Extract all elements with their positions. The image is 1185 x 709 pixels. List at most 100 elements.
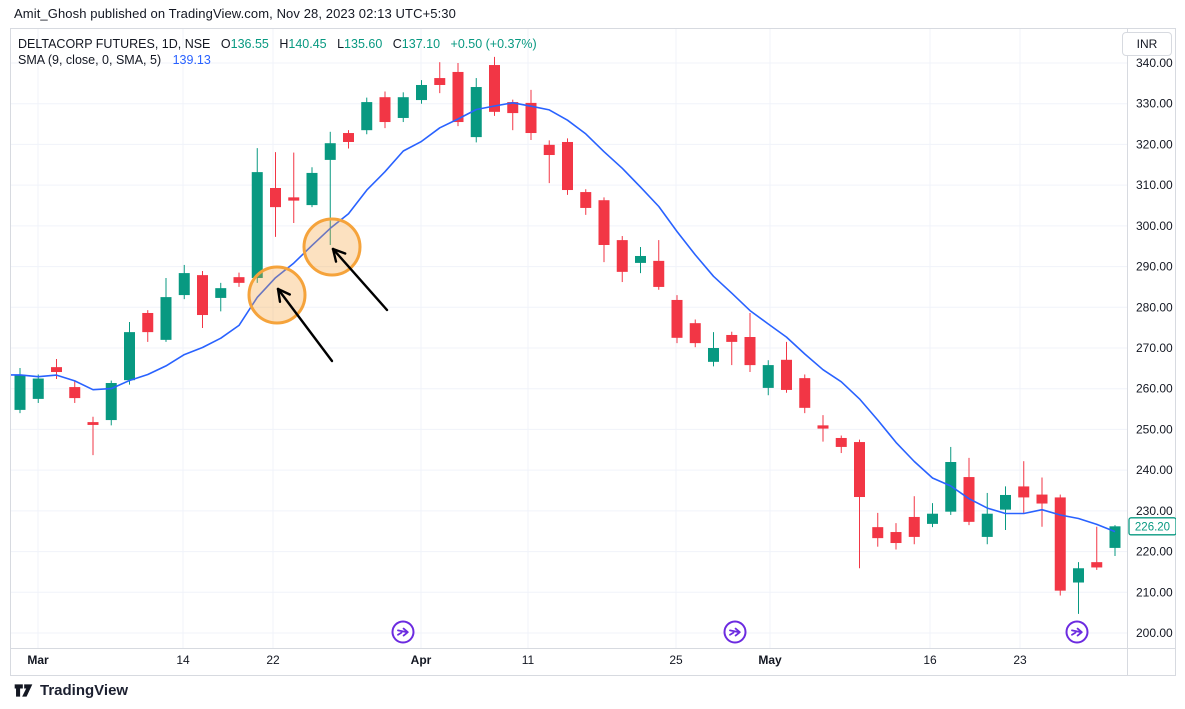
price-axis-label: 330.00 (1136, 97, 1173, 111)
time-axis-label: 16 (923, 653, 937, 667)
publish-marker-icon[interactable] (1065, 620, 1089, 644)
price-axis-label: 310.00 (1136, 178, 1173, 192)
publish-marker-arrow (729, 627, 741, 637)
candle-body (105, 383, 117, 421)
high-value: 140.45 (288, 37, 327, 51)
tradingview-logo-icon (14, 682, 33, 699)
candle-body (817, 425, 829, 429)
time-axis-label: May (758, 653, 782, 667)
candles (14, 56, 1121, 614)
candle-body (32, 378, 44, 399)
candle-body (14, 374, 26, 410)
open-label: O (220, 37, 231, 51)
price-axis-label: 240.00 (1136, 463, 1173, 477)
price-axis-label: 290.00 (1136, 260, 1173, 274)
candle-body (653, 260, 665, 287)
price-axis-label: 250.00 (1136, 422, 1173, 436)
candle-body (835, 437, 847, 447)
candle-body (781, 359, 792, 390)
open-value: 136.55 (230, 37, 269, 51)
candle-body (160, 297, 172, 340)
price-axis-label: 300.00 (1136, 219, 1173, 233)
currency-button[interactable]: INR (1122, 32, 1172, 56)
sma-indicator-value: 139.13 (172, 53, 211, 67)
candle-body (726, 334, 738, 342)
price-axis-label: 230.00 (1136, 504, 1173, 518)
candle-body (215, 288, 227, 298)
candle-body (1091, 562, 1103, 568)
symbol-title[interactable]: DELTACORP FUTURES, 1D, NSE (18, 37, 211, 51)
candle-body (543, 144, 555, 156)
sma-indicator-label[interactable]: SMA (9, close, 0, SMA, 5) (18, 53, 162, 67)
last-price-label: 226.20 (1128, 517, 1176, 536)
price-axis-label: 280.00 (1136, 300, 1173, 314)
candle-body (178, 273, 190, 296)
footer-brand[interactable]: TradingView (14, 682, 128, 699)
candle-body (324, 143, 336, 160)
candle-body (142, 312, 154, 333)
change-value: +0.50 (+0.37%) (450, 37, 537, 51)
time-axis-label: Mar (27, 653, 49, 667)
price-axis-label: 220.00 (1136, 545, 1173, 559)
candle-body (51, 367, 62, 373)
price-axis-label: 260.00 (1136, 382, 1173, 396)
candle-body (580, 192, 592, 208)
grid-lines (10, 28, 1127, 648)
arrow-shaft (276, 287, 334, 363)
close-value: 137.10 (401, 37, 441, 51)
attribution-text: Amit_Ghosh published on TradingView.com,… (14, 6, 456, 21)
candle-body (251, 172, 263, 278)
time-axis-label: 22 (266, 653, 280, 667)
candle-body (562, 141, 573, 191)
time-axis-label: 11 (522, 653, 535, 667)
candle-body (525, 102, 537, 134)
candle-body (379, 97, 391, 123)
price-axis-label: 200.00 (1136, 626, 1173, 640)
indicator-legend-row[interactable]: SMA (9, close, 0, SMA, 5) 139.13 (18, 53, 537, 68)
time-axis-label: 14 (176, 653, 190, 667)
time-axis-label: 23 (1013, 653, 1027, 667)
chart-legend[interactable]: DELTACORP FUTURES, 1D, NSE O136.55 H140.… (18, 37, 537, 69)
candle-body (671, 299, 683, 338)
candle-body (762, 365, 774, 388)
publish-marker-icon[interactable] (391, 620, 415, 644)
candle-body (908, 516, 920, 537)
candle-body (927, 513, 938, 524)
highlight-circle (302, 217, 362, 277)
time-axis-label: 25 (669, 653, 683, 667)
candle-body (416, 84, 427, 101)
tradingview-brand-text: TradingView (40, 682, 129, 699)
candle-body (708, 348, 719, 362)
publish-marker-icon[interactable] (723, 620, 747, 644)
candle-body (233, 277, 245, 283)
highlight-circle (247, 265, 307, 325)
candle-body (343, 133, 354, 142)
arrow-barb (331, 247, 338, 263)
candle-body (981, 513, 993, 537)
candle-body (635, 255, 646, 263)
chart-border (10, 28, 1176, 676)
candle-body (1000, 494, 1011, 510)
candle-body (452, 71, 464, 123)
candle-body (616, 240, 628, 272)
candle-body (434, 78, 446, 85)
candle-body (1036, 494, 1048, 504)
candle-body (470, 87, 482, 138)
time-axis-label: Apr (411, 653, 432, 667)
price-axis-label: 340.00 (1136, 56, 1173, 70)
time-axis[interactable]: Mar 14 22 Apr 11 25 May 16 23 (27, 653, 1027, 667)
arrow-barb (276, 287, 282, 304)
price-axis-label: 270.00 (1136, 341, 1173, 355)
arrow-barb (331, 247, 347, 255)
low-value: 135.60 (344, 37, 383, 51)
symbol-legend-row[interactable]: DELTACORP FUTURES, 1D, NSE O136.55 H140.… (18, 37, 537, 52)
candle-body (507, 102, 519, 114)
candle-body (1073, 568, 1084, 583)
price-chart-svg[interactable]: 340.00 330.00 320.00 310.00 300.00 290.00 280.… (10, 28, 1176, 676)
price-axis[interactable]: 340.00 330.00 320.00 310.00 300.00 290.00 280.… (1136, 56, 1173, 640)
candle-body (689, 323, 701, 344)
candle-body (288, 197, 300, 201)
candle-body (1018, 486, 1030, 498)
high-label: H (279, 37, 289, 51)
